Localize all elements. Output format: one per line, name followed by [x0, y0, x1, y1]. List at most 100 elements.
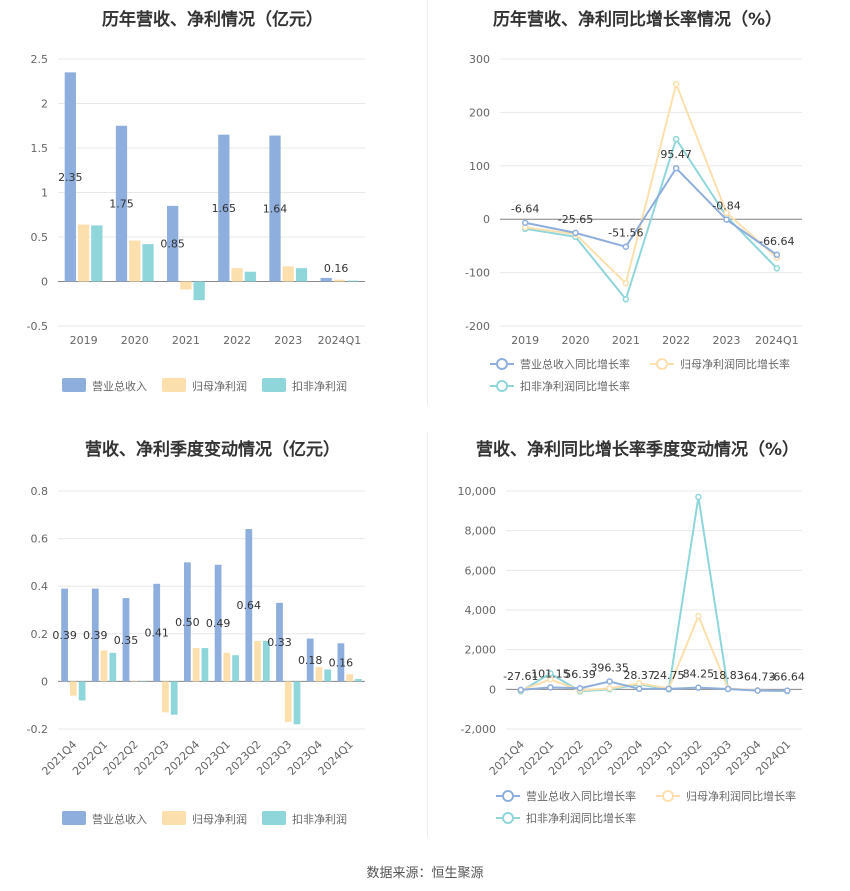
series-line [520, 496, 788, 693]
data-point [622, 296, 630, 303]
legend-swatch-icon [62, 811, 86, 825]
bar [284, 681, 292, 722]
bar [100, 650, 108, 682]
data-label: 84.25 [683, 668, 715, 681]
data-label: 0.33 [267, 636, 292, 649]
data-label: 0.50 [175, 616, 200, 629]
bar [91, 225, 103, 282]
legend-label: 归母净利润同比增长率 [680, 357, 790, 371]
data-point [576, 684, 584, 692]
x-tick-label: 2019 [70, 334, 98, 347]
legend-label: 营业总收入同比增长率 [520, 357, 630, 371]
data-label: 0.16 [324, 262, 349, 275]
bar [245, 529, 253, 682]
bar [355, 679, 362, 682]
bar [223, 652, 231, 682]
bar [269, 135, 281, 282]
x-tick-label: 2020 [562, 334, 590, 347]
bar [232, 655, 239, 682]
legend-swatch-icon [162, 378, 186, 392]
legend-marker-icon [662, 790, 674, 802]
y-tick-label: 0 [41, 276, 48, 289]
data-label: 0.35 [114, 634, 139, 647]
legend-swatch-icon [262, 811, 286, 825]
bar [129, 240, 141, 282]
legend-label: 扣非净利润同比增长率 [520, 379, 630, 393]
x-tick-label: 2024Q1 [318, 334, 362, 347]
chart-title: 历年营收、净利同比增长率情况（%） [492, 10, 783, 30]
data-point [672, 135, 680, 143]
annual-growth-panel: 历年营收、净利同比增长率情况（%） [425, 0, 850, 420]
quarterly-revenue-profit-panel: 营收、净利季度变动情况（亿元） [0, 430, 425, 850]
bar [91, 588, 99, 682]
legend-label: 归母净利润同比增长率 [686, 789, 796, 803]
bar [140, 681, 147, 682]
data-label: 2.35 [58, 171, 83, 184]
data-point [695, 612, 702, 620]
bar [61, 588, 68, 682]
data-label: -0.84 [712, 200, 740, 213]
bar [231, 268, 243, 282]
bar [64, 72, 76, 282]
series-line [524, 166, 778, 256]
x-tick-label: 2022 [662, 334, 690, 347]
legend-swatch-icon [262, 378, 286, 392]
data-label: -51.56 [608, 227, 643, 240]
data-label: -27.61 [503, 670, 538, 683]
x-tick-label: 2021 [612, 334, 640, 347]
bar [131, 681, 139, 682]
bar [347, 280, 359, 282]
bar [306, 638, 314, 682]
bar [295, 268, 308, 282]
chart-title: 营收、净利同比增长率季度变动情况（%） [475, 440, 800, 460]
data-label: 0.49 [206, 617, 231, 630]
y-tick-label: 0.4 [31, 580, 49, 593]
bar [324, 669, 332, 682]
legend-label: 扣非净利润同比增长率 [526, 811, 636, 825]
bar [276, 602, 283, 682]
bar [162, 681, 169, 713]
data-label: -66.64 [769, 671, 804, 684]
bar [115, 125, 128, 282]
data-label: 0.64 [237, 599, 262, 612]
data-point [547, 670, 554, 677]
bar [320, 277, 332, 282]
data-point [517, 686, 525, 694]
bar [346, 674, 354, 682]
y-tick-label: 0.2 [31, 628, 49, 641]
data-label: 24.75 [653, 669, 685, 682]
bar [142, 244, 154, 282]
legend-marker-icon [502, 812, 514, 824]
legend-label: 归母净利润 [192, 812, 247, 826]
data-label: 0.16 [329, 656, 354, 669]
data-label: 1.65 [212, 202, 237, 215]
y-tick-label: -200 [465, 320, 490, 333]
y-tick-label: 2 [41, 98, 48, 111]
data-label: 1.75 [109, 198, 134, 211]
data-label: 0.18 [298, 654, 323, 667]
data-point [724, 685, 732, 693]
data-point [572, 229, 579, 237]
y-tick-label: 0 [489, 683, 496, 696]
data-point [547, 684, 554, 691]
y-tick-label: -0.5 [27, 320, 48, 333]
data-point [547, 676, 554, 683]
data-point [665, 685, 673, 693]
data-label: 0.39 [52, 629, 77, 642]
y-tick-label: 300 [469, 53, 490, 66]
x-tick-label: 2023 [713, 334, 741, 347]
y-tick-label: 200 [469, 106, 490, 119]
bar [69, 681, 77, 696]
bar [333, 279, 346, 282]
bar [109, 652, 117, 682]
data-point [606, 678, 613, 685]
bar [192, 648, 200, 682]
data-label: 396.35 [590, 661, 629, 674]
data-label: 1.64 [263, 203, 288, 216]
data-label: 28.37 [623, 669, 655, 682]
data-label: 18.83 [712, 669, 744, 682]
bar [170, 681, 178, 715]
bar [218, 134, 230, 282]
data-label: 56.39 [564, 668, 596, 681]
